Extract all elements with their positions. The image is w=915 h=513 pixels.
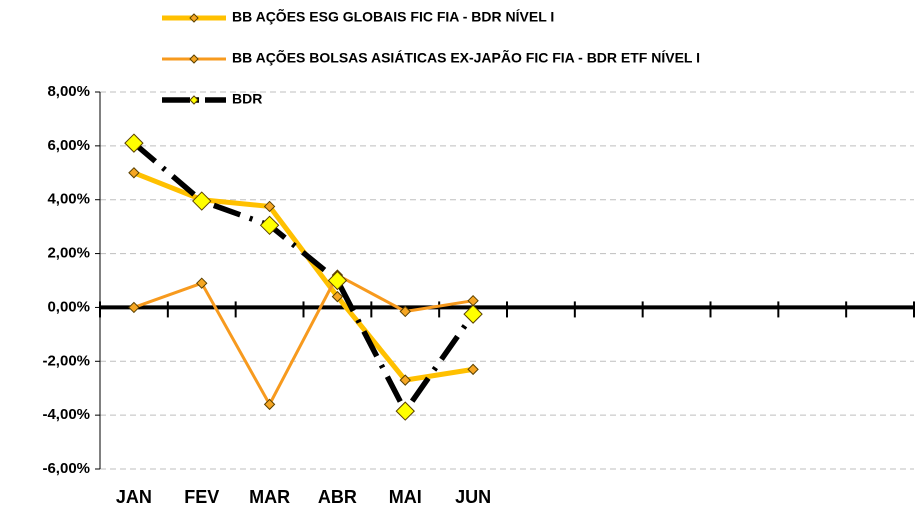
series-line: [132, 141, 476, 414]
marker: [467, 363, 479, 376]
y-tick-label: -4,00%: [42, 406, 90, 423]
legend-marker: [189, 54, 199, 64]
marker: [463, 304, 483, 324]
y-tick-label: 4,00%: [47, 191, 90, 208]
x-tick-label: JAN: [116, 487, 152, 507]
y-tick-label: -2,00%: [42, 352, 90, 369]
marker: [259, 215, 280, 236]
series-line: [133, 273, 474, 406]
marker: [467, 294, 479, 307]
marker: [196, 277, 208, 289]
marker: [395, 401, 415, 421]
y-tick-label: 6,00%: [47, 137, 90, 154]
legend-marker: [189, 13, 199, 23]
x-tick-label: MAI: [389, 487, 422, 507]
marker: [399, 374, 411, 386]
y-tick-label: 0,00%: [47, 298, 90, 315]
x-tick-label: ABR: [318, 487, 357, 507]
x-tick-label: FEV: [184, 487, 219, 507]
marker: [128, 301, 140, 314]
marker: [124, 133, 144, 153]
marker: [263, 398, 276, 411]
legend-label: BDR: [232, 91, 262, 107]
y-tick-label: 2,00%: [47, 245, 90, 262]
series-line: [132, 170, 474, 383]
y-tick-label: -6,00%: [42, 460, 90, 477]
marker: [327, 270, 348, 291]
legend-label: BB AÇÕES ESG GLOBAIS FIC FIA - BDR NÍVEL…: [232, 8, 554, 25]
legend-marker: [189, 95, 199, 105]
marker: [331, 290, 344, 303]
legend-label: BB AÇÕES BOLSAS ASIÁTICAS EX-JAPÃO FIC F…: [232, 49, 700, 66]
y-tick-label: 8,00%: [47, 83, 90, 100]
x-tick-label: JUN: [455, 487, 491, 507]
marker: [192, 191, 212, 211]
x-tick-label: MAR: [249, 487, 290, 507]
marker: [263, 200, 276, 213]
marker: [128, 167, 140, 179]
marker: [399, 305, 411, 318]
